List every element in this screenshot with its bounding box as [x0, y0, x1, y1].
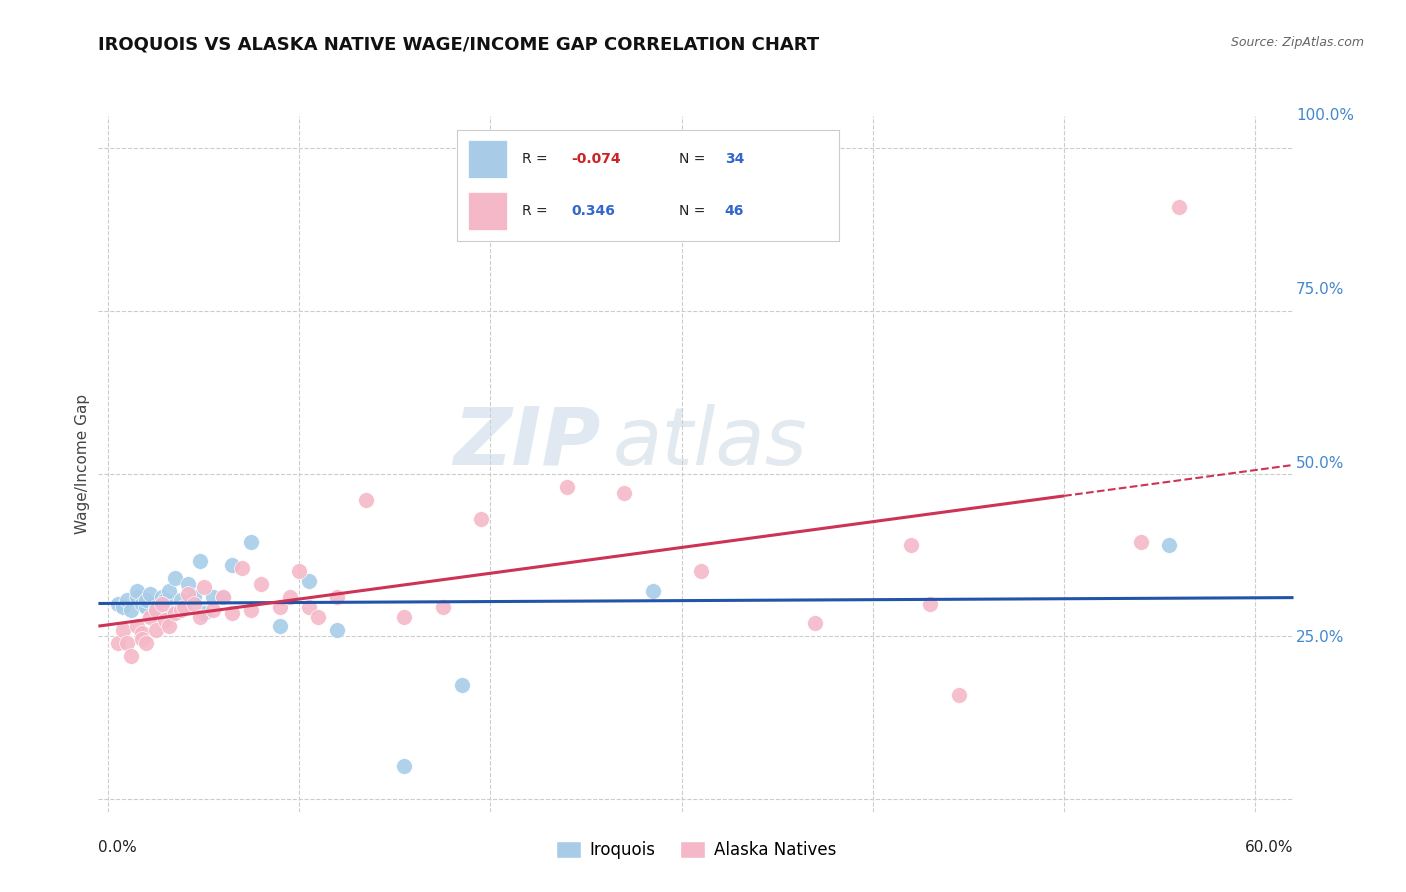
Point	[131, 597, 153, 611]
Point	[689, 564, 711, 578]
Point	[354, 492, 377, 507]
Point	[145, 599, 167, 614]
Point	[432, 599, 454, 614]
Point	[120, 603, 142, 617]
Point	[173, 599, 195, 614]
Point	[135, 593, 157, 607]
Point	[920, 597, 942, 611]
Point	[115, 593, 138, 607]
Point	[1129, 534, 1152, 549]
Point	[221, 607, 243, 621]
Point	[107, 597, 129, 611]
Point	[145, 603, 167, 617]
Point	[157, 583, 180, 598]
Point	[145, 623, 167, 637]
Point	[804, 616, 827, 631]
Point	[613, 486, 636, 500]
Text: 0.0%: 0.0%	[98, 839, 138, 855]
Point	[120, 648, 142, 663]
Text: Source: ZipAtlas.com: Source: ZipAtlas.com	[1230, 36, 1364, 49]
Point	[155, 613, 177, 627]
Point	[125, 583, 148, 598]
Point	[169, 603, 191, 617]
Text: IROQUOIS VS ALASKA NATIVE WAGE/INCOME GAP CORRELATION CHART: IROQUOIS VS ALASKA NATIVE WAGE/INCOME GA…	[98, 36, 820, 54]
Point	[131, 626, 153, 640]
Point	[900, 538, 922, 552]
Legend: Iroquois, Alaska Natives: Iroquois, Alaska Natives	[550, 835, 842, 866]
Point	[641, 583, 664, 598]
Point	[169, 593, 191, 607]
Point	[150, 597, 173, 611]
Point	[112, 623, 135, 637]
Point	[948, 688, 970, 702]
Point	[157, 619, 180, 633]
Point	[150, 590, 173, 604]
Point	[163, 607, 186, 621]
Point	[298, 574, 321, 588]
Point	[125, 619, 148, 633]
Text: 50.0%: 50.0%	[1296, 457, 1344, 471]
Point	[269, 599, 291, 614]
Point	[177, 577, 200, 591]
Point	[145, 607, 167, 621]
Y-axis label: Wage/Income Gap: Wage/Income Gap	[75, 393, 90, 534]
Point	[183, 597, 205, 611]
Text: 25.0%: 25.0%	[1296, 631, 1344, 645]
Point	[135, 635, 157, 649]
Point	[193, 581, 215, 595]
Point	[155, 599, 177, 614]
Point	[115, 635, 138, 649]
Point	[307, 609, 329, 624]
Point	[298, 599, 321, 614]
Text: 100.0%: 100.0%	[1296, 109, 1354, 123]
Point	[288, 564, 311, 578]
Point	[278, 590, 301, 604]
Point	[1159, 538, 1181, 552]
Text: ZIP: ZIP	[453, 404, 600, 482]
Point	[173, 599, 195, 614]
Point	[394, 609, 416, 624]
Point	[163, 571, 186, 585]
Point	[269, 619, 291, 633]
Point	[555, 480, 578, 494]
Point	[131, 632, 153, 647]
Point	[193, 607, 215, 621]
Point	[211, 590, 233, 604]
Point	[107, 635, 129, 649]
Point	[188, 609, 211, 624]
Text: atlas: atlas	[612, 404, 807, 482]
Point	[139, 609, 162, 624]
Point	[112, 599, 135, 614]
Point	[202, 603, 225, 617]
Point	[139, 587, 162, 601]
Point	[326, 623, 349, 637]
Point	[394, 759, 416, 773]
Point	[240, 534, 263, 549]
Point	[1167, 200, 1189, 214]
Point	[155, 593, 177, 607]
Point	[202, 590, 225, 604]
Point	[326, 590, 349, 604]
Point	[211, 590, 233, 604]
Text: 75.0%: 75.0%	[1296, 283, 1344, 297]
Point	[135, 599, 157, 614]
Point	[240, 603, 263, 617]
Point	[125, 590, 148, 604]
Point	[450, 678, 472, 692]
Point	[231, 561, 253, 575]
Point	[470, 512, 492, 526]
Point	[183, 590, 205, 604]
Point	[221, 558, 243, 572]
Point	[250, 577, 273, 591]
Text: 60.0%: 60.0%	[1246, 839, 1294, 855]
Point	[188, 554, 211, 568]
Point	[177, 587, 200, 601]
